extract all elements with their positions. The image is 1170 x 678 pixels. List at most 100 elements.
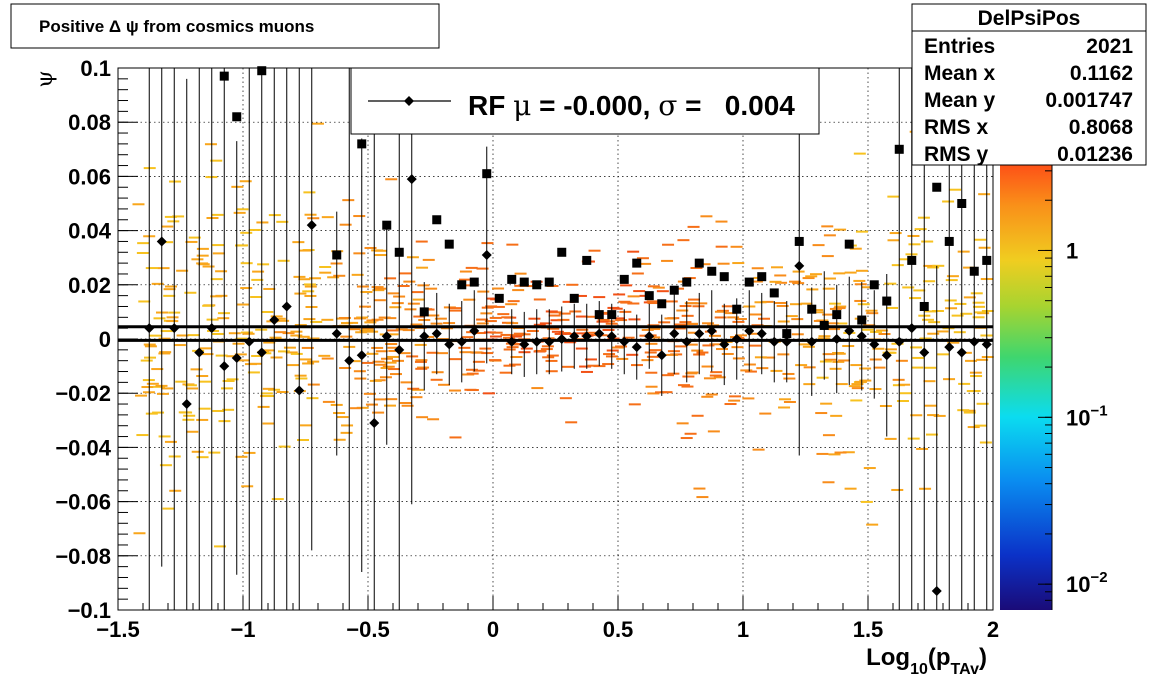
mean-point (944, 342, 955, 353)
heat-cell (857, 303, 870, 306)
heat-cell (476, 267, 489, 270)
heat-cell (854, 283, 867, 286)
heat-cell (853, 279, 866, 282)
heat-cell (251, 354, 264, 357)
heat-cell (613, 293, 626, 296)
heat-cell (395, 328, 408, 331)
heat-cell (278, 445, 291, 448)
heat-cell (620, 301, 633, 304)
title-box (10, 3, 440, 49)
heat-cell (270, 356, 283, 359)
heat-cell (133, 532, 146, 535)
heat-cell (774, 301, 787, 304)
heat-cell (778, 398, 791, 401)
heat-cell (391, 302, 404, 305)
heat-cell (558, 312, 571, 315)
heat-cell (476, 318, 489, 321)
mean-point (369, 418, 380, 429)
heat-cell (196, 418, 209, 421)
heat-cell (237, 359, 250, 362)
heat-cell (688, 298, 701, 301)
heat-cell (410, 323, 423, 326)
heat-cell (274, 331, 287, 334)
rms-point (719, 272, 729, 282)
x-tick-label: 1 (737, 617, 749, 642)
rms-point (582, 255, 592, 265)
heat-cell (924, 310, 937, 313)
rms-point (432, 215, 442, 225)
mean-point (244, 336, 255, 347)
heat-cell (921, 240, 934, 243)
heat-cell (166, 320, 179, 323)
heat-cell (974, 238, 987, 241)
heat-cell (502, 336, 515, 339)
heat-cell (681, 385, 694, 388)
rms-point (482, 169, 492, 179)
heat-cell (540, 348, 553, 351)
heat-cell (979, 441, 992, 444)
heat-cell (932, 264, 945, 267)
heat-cell (240, 287, 253, 290)
heat-cell (701, 395, 714, 398)
rms-point (357, 139, 367, 149)
y-tick-label: −0.04 (55, 435, 111, 460)
heat-cell (257, 263, 270, 266)
rms-point (744, 277, 754, 287)
heat-cell (484, 320, 497, 323)
heat-cell (481, 242, 494, 245)
heat-cell (872, 347, 885, 350)
heat-cell (662, 243, 675, 246)
heat-cell (389, 373, 402, 376)
heat-cell (186, 387, 199, 390)
stats-label: Entries (924, 35, 995, 58)
heat-cell (411, 388, 424, 391)
heat-cell (619, 310, 632, 313)
heat-cell (282, 332, 295, 335)
heat-cell (346, 321, 359, 324)
heat-cell (319, 266, 332, 269)
heat-cell (249, 362, 262, 365)
heat-cell (776, 304, 789, 307)
heat-cell (197, 263, 210, 266)
heat-cell (263, 287, 276, 290)
heat-cell (923, 380, 936, 383)
heat-cell (303, 191, 316, 194)
heat-cell (250, 296, 263, 299)
mean-point (169, 323, 180, 334)
mean-point (981, 339, 992, 350)
heat-cell (627, 302, 640, 305)
heat-cell (372, 411, 385, 414)
heat-cell (607, 306, 620, 309)
heat-cell (222, 408, 235, 411)
mean-point (356, 350, 367, 361)
heat-cell (146, 382, 159, 385)
heat-cell (416, 416, 429, 419)
rms-point (232, 112, 242, 122)
heat-cell (945, 279, 958, 282)
stats-value: 0.8068 (1069, 116, 1134, 139)
heat-cell (464, 388, 477, 391)
heat-cell (616, 357, 629, 360)
heat-cell (509, 343, 522, 346)
heat-cell (895, 359, 908, 362)
heat-cell (386, 333, 399, 336)
rms-point (444, 239, 454, 249)
mean-point (531, 336, 542, 347)
heat-cell (561, 365, 574, 368)
heat-cell (374, 398, 387, 401)
heat-cell (169, 180, 182, 183)
heat-cell (679, 321, 692, 324)
heat-cell (754, 301, 767, 304)
mean-point (469, 325, 480, 336)
heat-cell (730, 245, 743, 248)
stats-value: 2021 (1086, 35, 1133, 58)
heat-cell (631, 272, 644, 275)
heat-cell (304, 213, 317, 216)
heat-cell (309, 277, 322, 280)
heat-cell (242, 332, 255, 335)
heat-cell (684, 302, 697, 305)
heat-cell (497, 313, 510, 316)
heat-cell (822, 353, 835, 356)
heat-cell (217, 317, 230, 320)
heat-cell (947, 341, 960, 344)
